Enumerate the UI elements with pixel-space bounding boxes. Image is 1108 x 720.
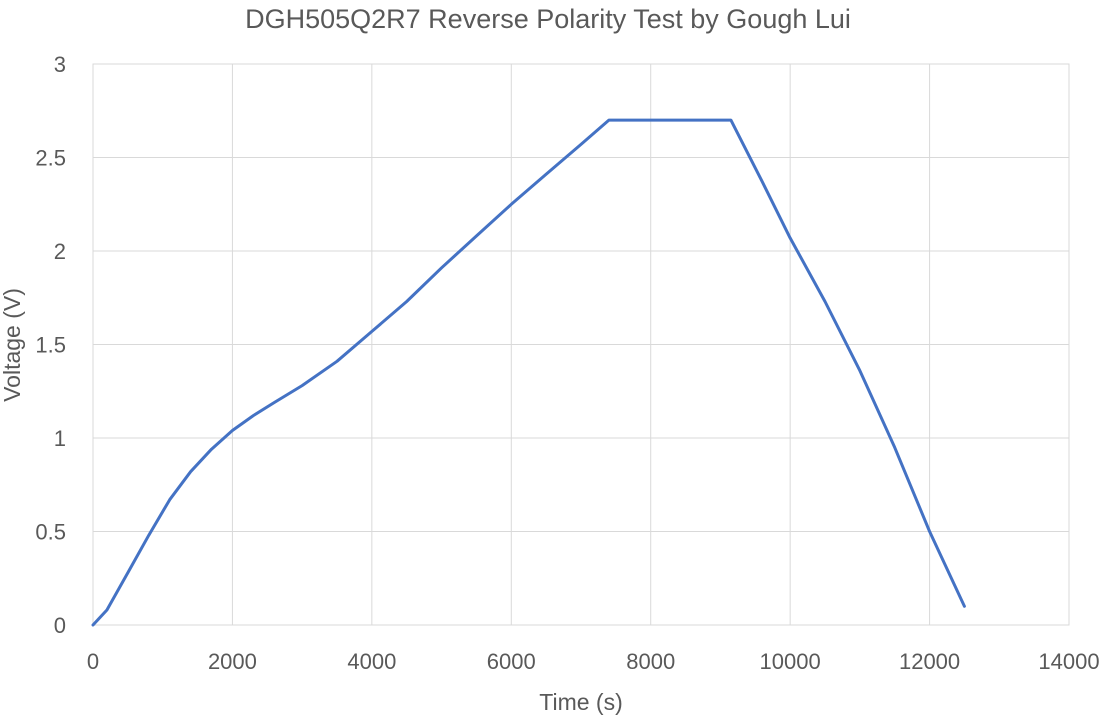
- y-axis-label: Voltage (V): [0, 288, 25, 402]
- x-tick-label: 2000: [208, 649, 257, 674]
- plot-area: [92, 63, 1070, 626]
- y-tick-label: 0.5: [35, 520, 66, 545]
- voltage-series-line: [91, 118, 966, 627]
- grid-layer: [92, 63, 1070, 626]
- y-tick-label: 1: [54, 426, 66, 451]
- x-axis-label: Time (s): [539, 689, 622, 715]
- tick-labels: 0 2000 4000 6000 8000 10000 12000 14000 0 0.5 1 1.5…: [35, 52, 1099, 674]
- x-tick-label: 0: [87, 649, 99, 674]
- x-tick-label: 14000: [1038, 649, 1099, 674]
- series-layer: [91, 118, 966, 627]
- x-tick-label: 10000: [760, 649, 821, 674]
- chart-title: DGH505Q2R7 Reverse Polarity Test by Goug…: [245, 4, 851, 34]
- y-tick-label: 3: [54, 52, 66, 77]
- y-tick-label: 2.5: [35, 146, 66, 171]
- y-tick-label: 0: [54, 613, 66, 638]
- y-tick-label: 2: [54, 239, 66, 264]
- y-tick-label: 1.5: [35, 333, 66, 358]
- x-tick-label: 4000: [347, 649, 396, 674]
- x-tick-label: 12000: [899, 649, 960, 674]
- x-tick-label: 8000: [626, 649, 675, 674]
- x-tick-label: 6000: [487, 649, 536, 674]
